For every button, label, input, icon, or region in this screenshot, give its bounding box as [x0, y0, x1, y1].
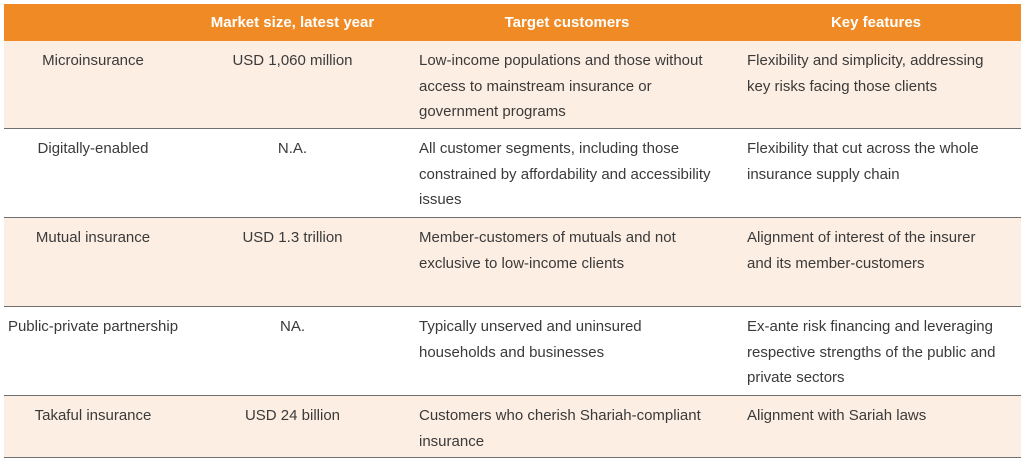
cell-market-size: USD 1.3 trillion: [182, 217, 403, 307]
cell-key-features: Alignment with Sariah laws: [731, 395, 1021, 458]
cell-market-size: NA.: [182, 306, 403, 396]
cell-type: Takaful insurance: [4, 395, 182, 458]
cell-target-customers: Typically unserved and uninsured househo…: [403, 306, 731, 396]
cell-target-customers: All customer segments, including those c…: [403, 128, 731, 218]
cell-target-customers: Member-customers of mutuals and not excl…: [403, 217, 731, 307]
cell-type: Microinsurance: [4, 41, 182, 129]
cell-market-size: USD 24 billion: [182, 395, 403, 458]
cell-type: Digitally-enabled: [4, 128, 182, 218]
cell-target-customers: Low-income populations and those without…: [403, 41, 731, 129]
cell-key-features: Flexibility and simplicity, addressing k…: [731, 41, 1021, 129]
cell-key-features: Flexibility that cut across the whole in…: [731, 128, 1021, 218]
cell-target-customers: Customers who cherish Shariah-compliant …: [403, 395, 731, 458]
table-row-digitally-enabled: Digitally-enabled N.A. All customer segm…: [4, 128, 1021, 218]
cell-market-size: N.A.: [182, 128, 403, 218]
insurance-models-table: Market size, latest year Target customer…: [4, 4, 1021, 458]
table-row-microinsurance: Microinsurance USD 1,060 million Low-inc…: [4, 41, 1021, 129]
table-row-takaful-insurance: Takaful insurance USD 24 billion Custome…: [4, 395, 1021, 458]
table-header: Market size, latest year Target customer…: [4, 4, 1021, 41]
header-market-size: Market size, latest year: [182, 4, 403, 41]
header-row: Market size, latest year Target customer…: [4, 4, 1021, 41]
cell-key-features: Ex-ante risk financing and leveraging re…: [731, 306, 1021, 396]
header-target-customers: Target customers: [403, 4, 731, 41]
table-body: Microinsurance USD 1,060 million Low-inc…: [4, 41, 1021, 458]
cell-type: Mutual insurance: [4, 217, 182, 307]
table-row-public-private-partnership: Public-private partnership NA. Typically…: [4, 306, 1021, 396]
comparison-table: Market size, latest year Target customer…: [4, 4, 1021, 458]
header-key-features: Key features: [731, 4, 1021, 41]
table-row-mutual-insurance: Mutual insurance USD 1.3 trillion Member…: [4, 217, 1021, 307]
cell-market-size: USD 1,060 million: [182, 41, 403, 129]
cell-key-features: Alignment of interest of the insurer and…: [731, 217, 1021, 307]
cell-type: Public-private partnership: [4, 306, 182, 396]
header-type: [4, 4, 182, 41]
